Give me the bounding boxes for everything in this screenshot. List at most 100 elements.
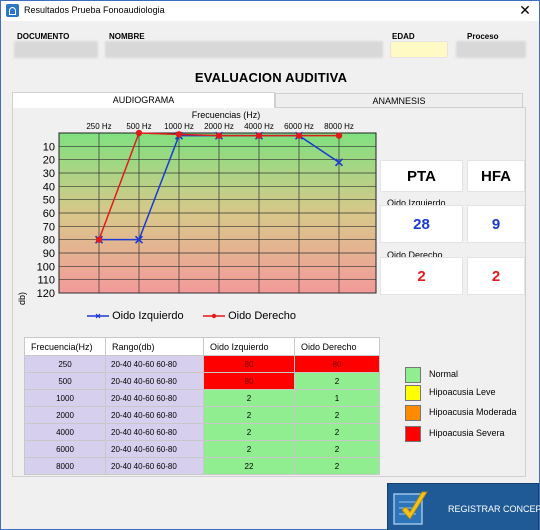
data-point	[215, 132, 223, 139]
page-title: EVALUACION AUDITIVA	[194, 70, 348, 85]
data-point	[175, 131, 183, 138]
y-tick-label: 50	[43, 195, 55, 207]
normal-swatch	[405, 367, 421, 383]
cell-rango: 20-40 40-60 60-80	[105, 355, 204, 373]
leve-swatch	[405, 385, 421, 401]
x-tick-label: 8000 Hz	[324, 122, 354, 131]
x-tick-label: 6000 Hz	[284, 122, 314, 131]
y-tick-label: 10	[43, 141, 55, 153]
cell-oido-derecho: 2	[294, 372, 380, 390]
x-tick-label: 1000 Hz	[164, 122, 194, 131]
table-row: 8000 20-40 40-60 60-80 22 2	[24, 457, 380, 475]
y-tick-label: 70	[43, 221, 55, 233]
documento-field[interactable]	[14, 41, 98, 58]
data-point	[134, 235, 144, 244]
cell-oido-izquierdo: 2	[203, 440, 295, 458]
y-tick-label: 30	[43, 168, 55, 180]
data-point	[295, 132, 303, 139]
cell-frecuencia: 6000	[24, 440, 106, 458]
x-tick-label: 2000 Hz	[204, 122, 234, 131]
registrar-concepto-label: REGISTRAR CONCEPTO	[448, 504, 540, 514]
tab-anamnesis[interactable]: ANAMNESIS	[275, 93, 523, 108]
data-point	[255, 132, 263, 139]
moderada-swatch	[405, 405, 421, 421]
edad-label: EDAD	[392, 32, 415, 41]
frequency-table: Frecuencia(Hz) Rango(db) Oido Izquierdo …	[24, 337, 380, 475]
cell-oido-izquierdo: 22	[203, 457, 295, 475]
col-oido-derecho: Oido Derecho	[294, 337, 380, 356]
table-row: 250 20-40 40-60 60-80 80 80	[24, 355, 380, 373]
cell-oido-derecho: 2	[294, 406, 380, 424]
cell-oido-derecho: 2	[294, 423, 380, 441]
cell-oido-derecho: 80	[294, 355, 380, 373]
cell-oido-derecho: 2	[294, 457, 380, 475]
data-point	[95, 236, 103, 243]
cell-frecuencia: 250	[24, 355, 106, 373]
y-tick-label: 100	[37, 261, 55, 273]
x-tick-label: 4000 Hz	[244, 122, 274, 131]
window-title: Resultados Prueba Fonoaudiologia	[24, 5, 165, 15]
cell-rango: 20-40 40-60 60-80	[105, 423, 204, 441]
check-icon	[393, 491, 428, 525]
cell-oido-derecho: 2	[294, 440, 380, 458]
legend-oido-izquierdo: Oido Izquierdo	[87, 310, 184, 322]
proceso-field[interactable]	[456, 41, 526, 58]
col-oido-izquierdo: Oido Izquierdo	[203, 337, 295, 356]
y-axis-label: Decibeles (db)	[17, 292, 27, 305]
derecho-pta-value: 2	[417, 268, 426, 285]
legend-label: Oido Derecho	[228, 310, 296, 322]
cell-rango: 20-40 40-60 60-80	[105, 389, 204, 407]
col-frecuencia: Frecuencia(Hz)	[24, 337, 106, 356]
table-row: 6000 20-40 40-60 60-80 2 2	[24, 440, 380, 458]
y-tick-label: 20	[43, 155, 55, 167]
table-row: 1000 20-40 40-60 60-80 2 1	[24, 389, 380, 407]
cell-rango: 20-40 40-60 60-80	[105, 372, 204, 390]
cell-rango: 20-40 40-60 60-80	[105, 406, 204, 424]
data-point	[334, 158, 344, 167]
cell-oido-izquierdo: 80	[203, 372, 295, 390]
table-row: 500 20-40 40-60 60-80 80 2	[24, 372, 380, 390]
izquierdo-hfa-value: 9	[491, 216, 501, 233]
table-row: 4000 20-40 40-60 60-80 2 2	[24, 423, 380, 441]
nombre-label: NOMBRE	[109, 32, 145, 41]
hfa-label: HFA	[481, 168, 511, 185]
audiogram-chart: Frecuencias (Hz) Decibeles (db) 250 Hz 50…	[17, 110, 377, 305]
legend-red-line-icon	[203, 313, 225, 319]
data-point	[335, 132, 343, 139]
y-tick-label: 60	[43, 208, 55, 220]
documento-label: DOCUMENTO	[17, 32, 70, 41]
proceso-label: Proceso	[467, 32, 499, 41]
izquierdo-hfa-box: 9	[467, 205, 525, 243]
pta-label: PTA	[407, 168, 436, 185]
hfa-header: HFA	[467, 160, 525, 192]
moderada-label: Hipoacusia Moderada	[429, 407, 517, 417]
cell-oido-izquierdo: 2	[203, 406, 295, 424]
tab-audiograma[interactable]: AUDIOGRAMA	[12, 92, 275, 108]
cell-frecuencia: 8000	[24, 457, 106, 475]
edad-field[interactable]	[390, 41, 448, 58]
legend-label: Oido Izquierdo	[112, 310, 184, 322]
x-axis-label: Frecuencias (Hz)	[192, 110, 261, 120]
registrar-concepto-button[interactable]: REGISTRAR CONCEPTO	[387, 483, 540, 530]
data-point	[135, 129, 143, 137]
cell-frecuencia: 4000	[24, 423, 106, 441]
table-header-row: Frecuencia(Hz) Rango(db) Oido Izquierdo …	[24, 337, 380, 356]
title-bar: Resultados Prueba Fonoaudiologia ✕	[1, 1, 539, 21]
pta-header: PTA	[380, 160, 463, 192]
izquierdo-label: Oido Izquierdo	[387, 198, 446, 208]
izquierdo-pta-value: 28	[413, 216, 430, 233]
x-tick-label: 500 Hz	[126, 122, 151, 131]
y-tick-label: 120	[37, 288, 55, 300]
col-rango: Rango(db)	[105, 337, 204, 356]
nombre-field[interactable]	[105, 41, 383, 58]
derecho-hfa-value: 2	[491, 268, 501, 285]
y-tick-label: 110	[37, 275, 55, 287]
leve-label: Hipoacusia Leve	[429, 387, 496, 397]
x-tick-labels: 250 Hz 500 Hz 1000 Hz 2000 Hz 4000 Hz 6000 Hz…	[86, 122, 354, 131]
ear-icon	[6, 4, 19, 17]
cell-oido-izquierdo: 2	[203, 423, 295, 441]
close-button[interactable]: ✕	[519, 2, 531, 18]
legend-oido-derecho: Oido Derecho	[203, 310, 296, 322]
